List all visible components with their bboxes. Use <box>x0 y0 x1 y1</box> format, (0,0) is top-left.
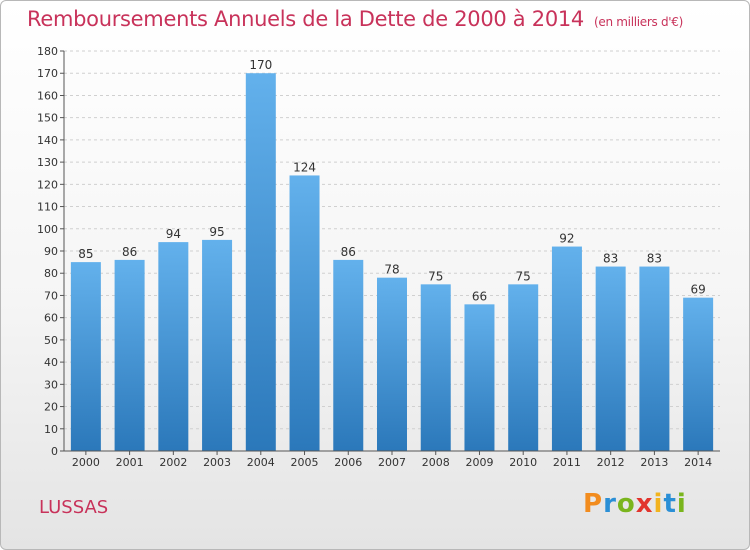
bar-value-label: 69 <box>690 283 705 297</box>
logo-letter: o <box>616 489 636 519</box>
bar-value-label: 86 <box>122 245 137 259</box>
logo-letter: x <box>635 489 654 519</box>
bar <box>639 266 670 451</box>
y-tick-label: 110 <box>37 201 58 214</box>
logo-letter: r <box>603 489 617 519</box>
x-tick-label: 2006 <box>334 456 362 469</box>
bar <box>158 242 189 451</box>
commune-name: LUSSAS <box>39 497 109 518</box>
bar <box>245 73 276 451</box>
bar <box>289 175 320 451</box>
bar-value-label: 83 <box>603 252 618 266</box>
y-tick-label: 80 <box>44 267 58 280</box>
proxiti-logo: Proxiti <box>583 489 687 519</box>
bar <box>114 259 145 451</box>
bars: 85 86 94 95 170 124 86 78 75 66 75 92 83 83 69 <box>70 58 714 451</box>
x-tick-label: 2004 <box>247 456 275 469</box>
bar-value-label: 94 <box>166 227 181 241</box>
bar-value-label: 170 <box>249 58 272 72</box>
y-tick-label: 0 <box>51 445 58 458</box>
bar <box>508 284 539 451</box>
logo-letter: i <box>676 489 687 519</box>
y-tick-label: 120 <box>37 178 58 191</box>
y-tick-label: 170 <box>37 67 58 80</box>
bar <box>551 246 582 451</box>
x-tick-label: 2012 <box>597 456 625 469</box>
x-tick-label: 2009 <box>465 456 493 469</box>
y-tick-label: 40 <box>44 356 58 369</box>
y-tick-label: 140 <box>37 134 58 147</box>
bar-value-label: 92 <box>559 232 574 246</box>
chart-title: Remboursements Annuels de la Dette de 20… <box>27 7 683 31</box>
bar <box>464 304 495 451</box>
x-tick-label: 2011 <box>553 456 581 469</box>
logo-letter: i <box>653 489 664 519</box>
bar-value-label: 86 <box>341 245 356 259</box>
y-tick-label: 150 <box>37 112 58 125</box>
bar-value-label: 78 <box>384 263 399 277</box>
y-tick-label: 30 <box>44 378 58 391</box>
y-tick-label: 20 <box>44 401 58 414</box>
x-tick-label: 2001 <box>116 456 144 469</box>
bar-value-label: 85 <box>78 247 93 261</box>
y-tick-label: 70 <box>44 289 58 302</box>
x-tick-label: 2002 <box>159 456 187 469</box>
y-axis: 0 10 20 30 40 50 60 70 80 90 100 110 120 130 140 150 160… <box>37 45 65 458</box>
bar <box>202 239 233 451</box>
y-tick-label: 160 <box>37 89 58 102</box>
bar <box>683 297 714 451</box>
bar-value-label: 95 <box>209 225 224 239</box>
bar-value-label: 75 <box>516 269 531 283</box>
x-tick-label: 2003 <box>203 456 231 469</box>
x-tick-label: 2007 <box>378 456 406 469</box>
chart-subtitle: (en milliers d'€) <box>594 15 684 29</box>
x-axis: 2000 2001 2002 2003 2004 2005 2006 2007 2008 2009… <box>64 450 720 469</box>
x-tick-label: 2000 <box>72 456 100 469</box>
x-tick-label: 2008 <box>422 456 450 469</box>
y-tick-label: 90 <box>44 245 58 258</box>
x-tick-label: 2005 <box>291 456 319 469</box>
logo-letter: P <box>583 489 604 519</box>
x-tick-label: 2013 <box>640 456 668 469</box>
x-tick-label: 2010 <box>509 456 537 469</box>
bar <box>333 259 364 451</box>
bar-value-label: 75 <box>428 269 443 283</box>
y-tick-label: 180 <box>37 45 58 58</box>
y-tick-label: 130 <box>37 156 58 169</box>
bar-value-label: 124 <box>293 160 316 174</box>
bar <box>595 266 626 451</box>
y-tick-label: 10 <box>44 423 58 436</box>
y-tick-label: 100 <box>37 223 58 236</box>
x-tick-label: 2014 <box>684 456 712 469</box>
title-text: Remboursements Annuels de la Dette de 20… <box>27 7 584 31</box>
bar-value-label: 83 <box>647 252 662 266</box>
bar <box>70 262 101 451</box>
y-tick-label: 60 <box>44 312 58 325</box>
y-tick-label: 50 <box>44 334 58 347</box>
logo-letter: t <box>663 489 677 519</box>
bar-value-label: 66 <box>472 289 487 303</box>
bar <box>420 284 451 451</box>
bar <box>377 277 407 451</box>
